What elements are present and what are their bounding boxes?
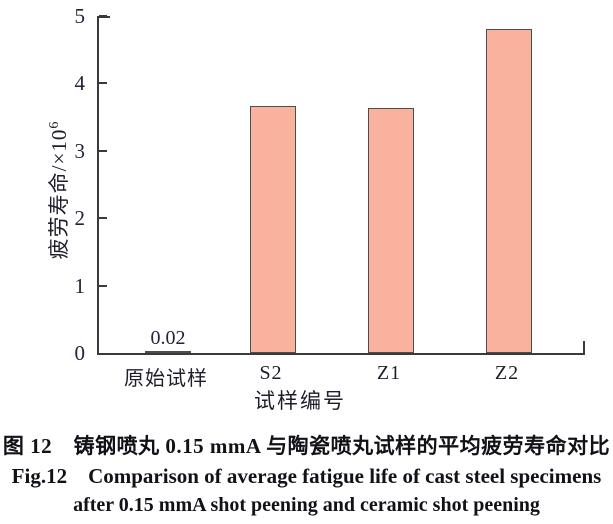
bar-S2 — [250, 105, 296, 353]
y-tick-mark-1 — [99, 284, 107, 287]
bar-原始试样 — [145, 351, 191, 353]
bar-Z1 — [368, 107, 414, 353]
y-tick-mark-3 — [99, 149, 107, 152]
y-tick-label-3: 3 — [74, 138, 86, 163]
y-tick-label-2: 2 — [74, 206, 86, 231]
x-category-label-S2: S2 — [259, 362, 283, 384]
x-category-label-Z1: Z1 — [376, 362, 402, 384]
figure-caption: 图 12 铸钢喷丸 0.15 mmA 与陶瓷喷丸试样的平均疲劳寿命对比 Fig.… — [0, 431, 613, 520]
y-axis-title: 疲劳寿命/×106 — [43, 90, 71, 290]
caption-line-english-1: Fig.12 Comparison of average fatigue lif… — [11, 464, 602, 488]
y-tick-mark-2 — [99, 217, 107, 220]
x-category-label-Z2: Z2 — [494, 362, 520, 384]
y-axis-title-exponent: 6 — [47, 120, 62, 129]
caption-line-english-2: after 0.15 mmA shot peening and ceramic … — [73, 494, 540, 516]
x-axis-right-cap — [583, 341, 585, 353]
x-axis-title: 试样编号 — [254, 389, 346, 413]
bar-value-label-原始试样: 0.02 — [150, 326, 186, 349]
y-tick-label-1: 1 — [74, 273, 86, 298]
bar-Z2 — [486, 29, 532, 353]
y-tick-label-5: 5 — [74, 4, 86, 28]
y-tick-mark-5 — [99, 15, 107, 17]
y-axis-top-cap — [99, 16, 110, 18]
plot-area: 0.02 — [97, 15, 585, 355]
y-tick-mark-4 — [99, 82, 107, 85]
y-tick-label-4: 4 — [74, 71, 86, 96]
y-tick-label-0: 0 — [74, 341, 86, 365]
caption-line-chinese: 图 12 铸钢喷丸 0.15 mmA 与陶瓷喷丸试样的平均疲劳寿命对比 — [2, 434, 611, 458]
bar-chart: 疲劳寿命/×106 0.02 试样编号 0 1 2 3 4 5 原始试样 S2 Z1 Z2 — [43, 4, 585, 413]
x-category-label-原始试样: 原始试样 — [124, 368, 208, 390]
